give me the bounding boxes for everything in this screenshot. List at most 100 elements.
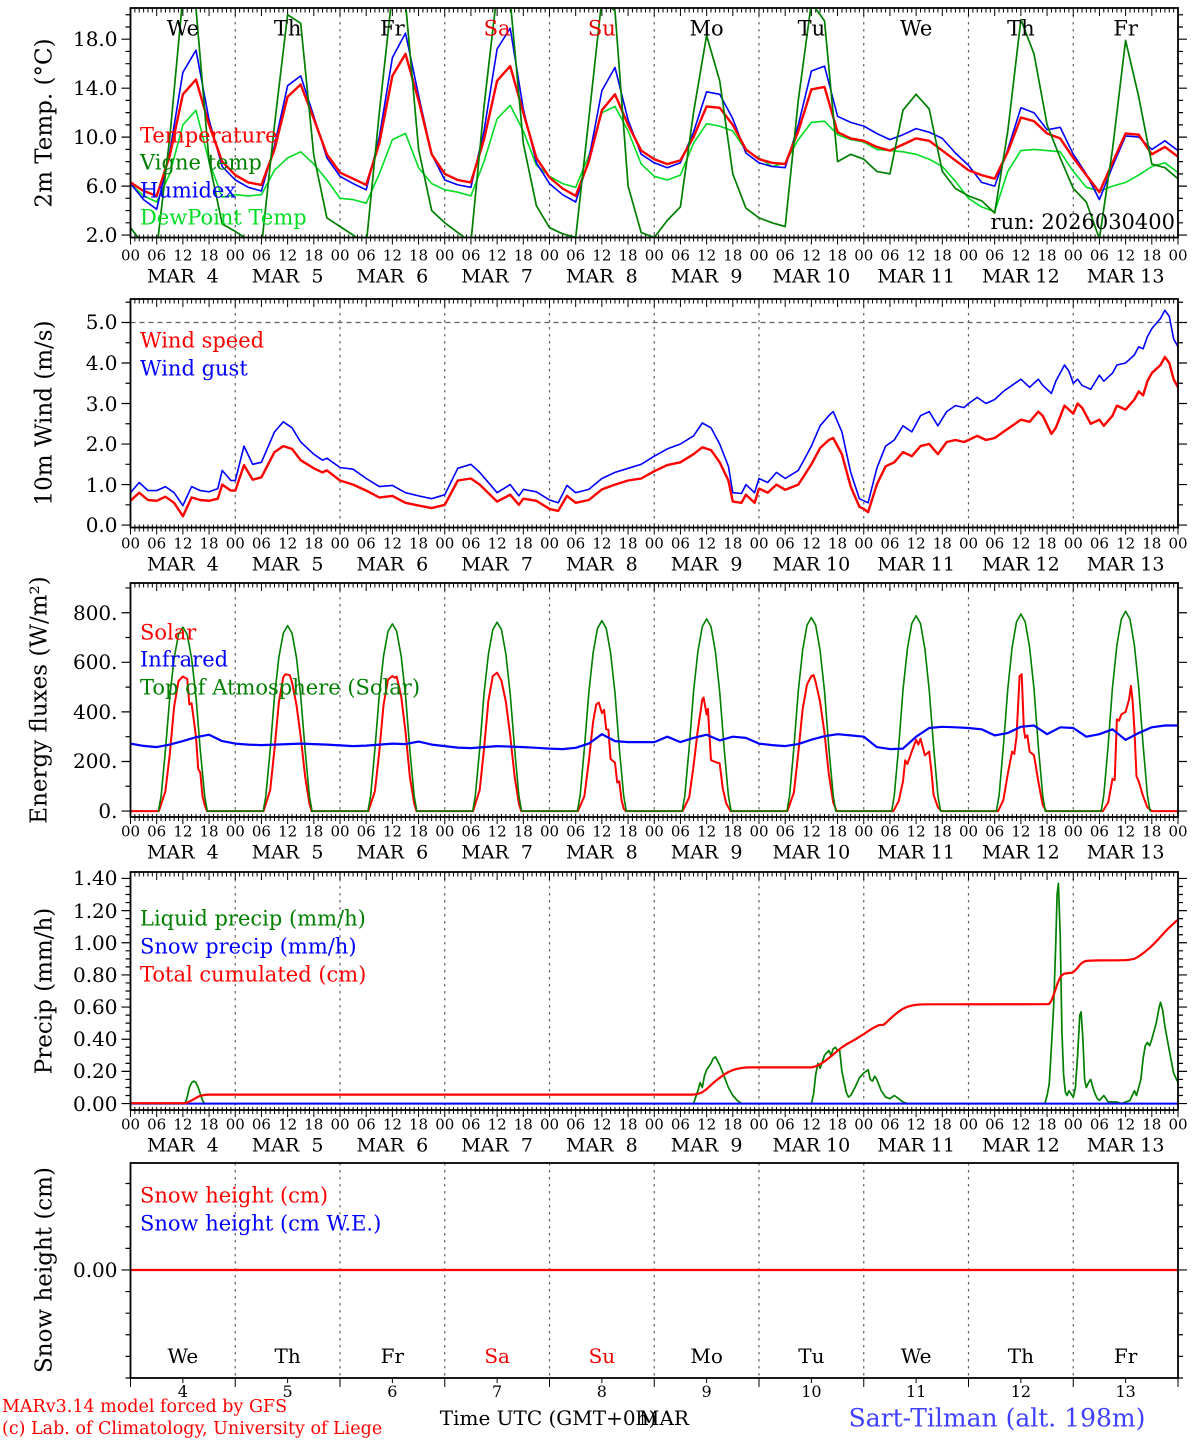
date-label: MAR 10 xyxy=(772,841,851,864)
hour-tick-label: 06 xyxy=(670,822,690,841)
hour-tick-label: 18 xyxy=(1037,822,1057,841)
hour-tick-label: 00 xyxy=(539,822,560,841)
date-label: MAR 4 xyxy=(147,841,219,864)
hour-tick-label: 06 xyxy=(880,246,900,265)
hour-tick-label: 06 xyxy=(880,1115,900,1134)
hour-tick-label: 12 xyxy=(697,246,717,265)
hour-tick-label: 12 xyxy=(1011,534,1031,552)
date-label: MAR 6 xyxy=(356,841,429,864)
weekday-label-bottom: Sa xyxy=(484,1344,510,1368)
hour-tick-label: 12 xyxy=(173,246,193,265)
date-label: MAR 12 xyxy=(982,1134,1060,1157)
hour-tick-label: 18 xyxy=(828,534,848,552)
hour-tick-label: 06 xyxy=(670,246,690,265)
hour-tick-label: 00 xyxy=(435,1115,455,1134)
legend-top-of-atmosphere-solar-: Top of Atmosphere (Solar) xyxy=(140,675,421,700)
hour-tick-label: 18 xyxy=(1037,534,1057,552)
panel-frame xyxy=(129,7,1179,239)
hour-tick-label: 06 xyxy=(251,534,271,552)
hour-tick-label: 00 xyxy=(225,1115,245,1134)
weekday-label-top: Fr xyxy=(1113,16,1138,41)
hour-tick-label: 12 xyxy=(278,246,298,265)
hour-tick-label: 18 xyxy=(409,822,429,841)
hour-tick-label: 12 xyxy=(801,246,821,265)
day-number-label: 5 xyxy=(282,1382,293,1401)
hour-tick-label: 18 xyxy=(618,1115,638,1134)
hour-tick-label: 18 xyxy=(828,246,848,265)
hour-tick-label: 06 xyxy=(461,822,481,841)
hour-tick-label: 18 xyxy=(828,822,848,841)
hour-tick-label: 12 xyxy=(697,822,717,841)
series-liquid-precip xyxy=(130,882,1178,1105)
temperature-ytick-label: 2.0 xyxy=(85,223,118,248)
date-label: MAR 8 xyxy=(566,265,638,288)
precip-ytick-label: 0.60 xyxy=(72,995,118,1020)
hour-tick-label: 18 xyxy=(1142,822,1162,841)
weekday-label-bottom: Th xyxy=(274,1344,301,1368)
run-label: run: 2026030400 xyxy=(990,210,1175,234)
hour-tick-label: 12 xyxy=(592,534,612,552)
day-number-label: 12 xyxy=(1010,1382,1032,1401)
date-label: MAR 4 xyxy=(147,553,219,575)
hour-tick-label: 18 xyxy=(618,246,638,265)
day-number-label: 7 xyxy=(492,1382,503,1401)
hour-tick-label: 18 xyxy=(932,822,952,841)
weekday-label-top: We xyxy=(166,16,200,41)
date-label: MAR 11 xyxy=(877,841,955,864)
y-ticks xyxy=(121,877,1187,1105)
hour-tick-label: 06 xyxy=(566,1115,586,1134)
energy_fluxes-ytick-label: 0. xyxy=(98,799,118,824)
hour-tick-label: 00 xyxy=(854,246,874,265)
wind-axis-title: 10m Wind (m/s) xyxy=(31,320,58,506)
hour-tick-label: 06 xyxy=(1089,822,1109,841)
snow_height-ytick-label: 0.00 xyxy=(72,1257,118,1282)
hour-tick-label: 18 xyxy=(304,1115,324,1134)
wind-ytick-label: 1.0 xyxy=(85,472,118,497)
hour-tick-label: 06 xyxy=(461,246,481,265)
credit-line-2: (c) Lab. of Climatology, University of L… xyxy=(2,1419,383,1439)
legend-wind-gust: Wind gust xyxy=(140,356,248,381)
hour-tick-label: 06 xyxy=(356,246,376,265)
hour-tick-label: 00 xyxy=(539,1115,560,1134)
temperature-ytick-label: 6.0 xyxy=(85,174,118,199)
energy_fluxes-ytick-label: 800. xyxy=(72,600,118,625)
hour-tick-label: 18 xyxy=(1142,246,1162,265)
precip-axis-title: Precip (mm/h) xyxy=(31,907,58,1075)
date-label: MAR 13 xyxy=(1086,265,1165,288)
hour-tick-label: 12 xyxy=(487,822,507,841)
hour-ticks-top xyxy=(130,872,1179,880)
hour-tick-label: 12 xyxy=(1011,1115,1031,1134)
hour-tick-label: 12 xyxy=(1011,822,1031,841)
hour-ticks-bottom xyxy=(130,524,1179,535)
hour-tick-label: 00 xyxy=(958,1115,979,1134)
hour-tick-label: 00 xyxy=(854,534,874,552)
hour-tick-label: 06 xyxy=(670,1115,690,1134)
weekday-label-bottom: Th xyxy=(1007,1344,1034,1368)
temperature-ytick-label: 18.0 xyxy=(72,27,118,52)
series-wind-speed xyxy=(130,355,1178,518)
y-ticks xyxy=(121,587,1187,812)
hour-tick-label: 18 xyxy=(199,822,219,841)
date-label: MAR 7 xyxy=(461,553,533,575)
hour-tick-label: 12 xyxy=(173,534,193,552)
hour-tick-label: 06 xyxy=(356,1115,376,1134)
date-label: MAR 4 xyxy=(147,1134,219,1157)
hour-tick-label: 12 xyxy=(1116,822,1136,841)
precip-ytick-label: 0.00 xyxy=(72,1091,118,1116)
date-label: MAR 8 xyxy=(566,841,638,864)
hour-tick-label: 18 xyxy=(513,246,533,265)
date-label: MAR 9 xyxy=(670,841,743,864)
hour-tick-label: 18 xyxy=(723,822,743,841)
hour-tick-label: 12 xyxy=(487,1115,507,1134)
hour-tick-label: 18 xyxy=(723,246,743,265)
date-label: MAR 7 xyxy=(461,265,533,288)
hour-tick-label: 00 xyxy=(644,534,664,552)
series-dewpoint-temp xyxy=(130,104,1178,213)
hour-tick-label: 00 xyxy=(1063,246,1083,265)
date-label: MAR 10 xyxy=(772,553,851,575)
precip-ytick-label: 1.20 xyxy=(72,898,118,923)
hour-tick-label: 00 xyxy=(1063,1115,1083,1134)
panel-frame xyxy=(129,582,1179,818)
date-label: MAR 11 xyxy=(877,553,955,575)
